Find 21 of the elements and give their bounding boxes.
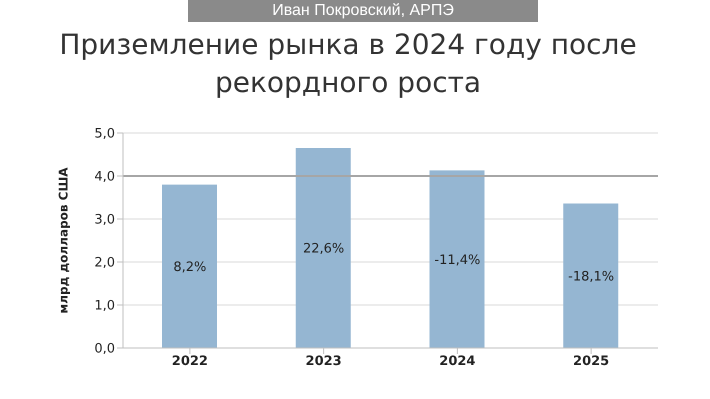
bar: [563, 204, 618, 348]
bar: [430, 170, 484, 348]
x-tick-label: 2024: [439, 354, 476, 370]
y-tick-label: 0,0: [94, 342, 115, 357]
y-tick-label: 5,0: [94, 126, 115, 142]
y-tick-label: 2,0: [94, 256, 115, 271]
y-tick-label: 4,0: [94, 170, 115, 185]
annotation: -18,1%: [568, 269, 614, 284]
bar: [162, 184, 217, 348]
x-tick-label: 2023: [306, 354, 342, 370]
text: Иван Покровский, АРПЭ: [188, 0, 538, 22]
chart-title: Приземление рынка в 2024 году после рекордного роста: [58, 27, 638, 101]
annotation: 22,6%: [302, 242, 344, 257]
y-tick-label: 3,0: [94, 212, 115, 228]
y-axis-title: млрд долларов США: [56, 166, 70, 314]
y-tick-label: 1,0: [94, 298, 115, 314]
x-tick-label: 2025: [573, 354, 610, 370]
bar: [296, 148, 351, 348]
x-tick-label: 2022: [172, 354, 208, 370]
annotation: -11,4%: [434, 252, 480, 268]
annotation: 8,2%: [173, 260, 206, 275]
